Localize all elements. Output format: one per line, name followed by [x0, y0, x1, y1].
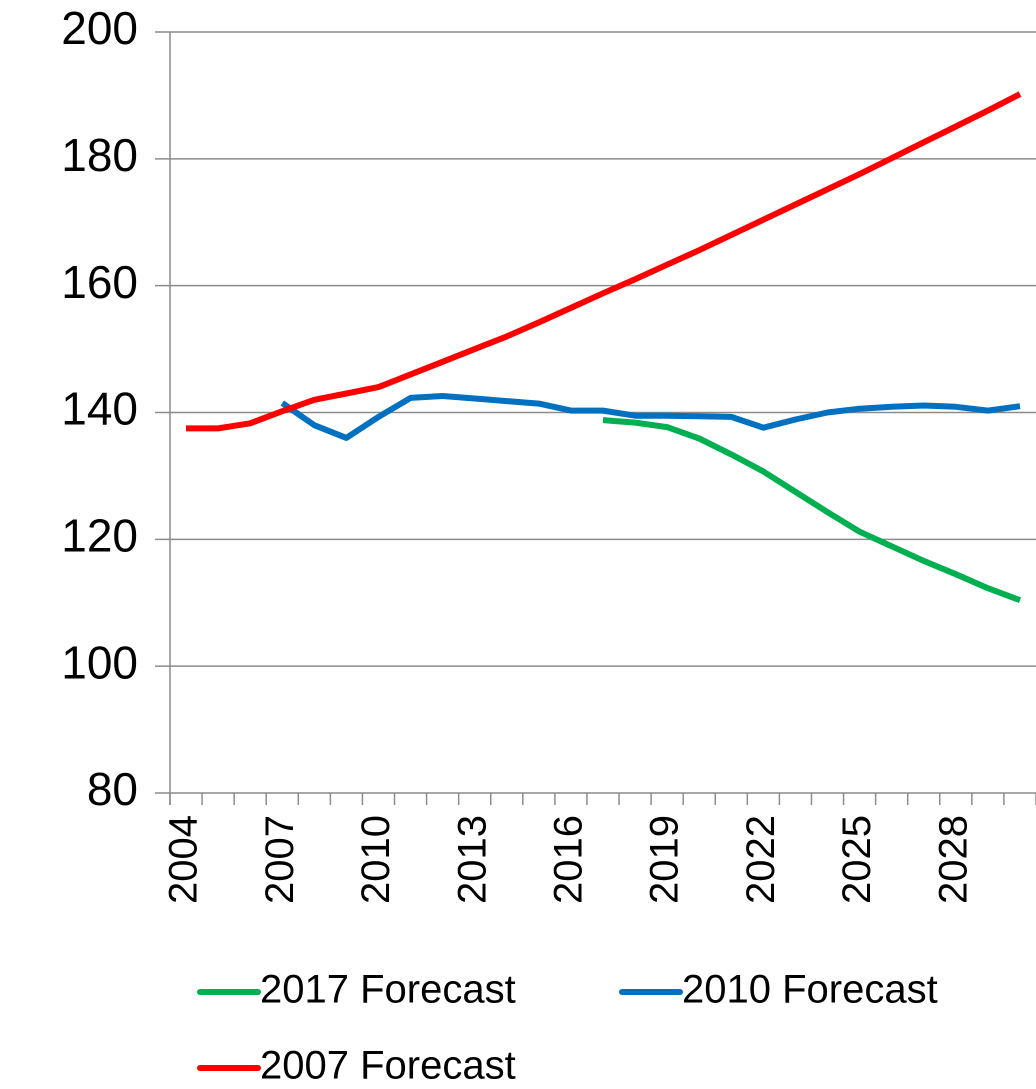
- series-line: [602, 417, 1022, 604]
- y-tick-label: 200: [61, 2, 138, 54]
- x-tick-label: 2010: [354, 815, 398, 904]
- x-tick-label: 2013: [450, 815, 494, 904]
- series-line: [280, 393, 1021, 441]
- y-tick-label: 160: [61, 256, 138, 308]
- x-tick-label: 2022: [739, 815, 783, 904]
- legend-label: 2017 Forecast: [260, 968, 516, 1012]
- x-tick-label: 2007: [258, 815, 302, 904]
- y-tick-label: 100: [61, 636, 138, 688]
- x-tick-label: 2016: [546, 815, 590, 904]
- y-tick-label: 80: [87, 763, 138, 815]
- legend-item: 2010 Forecast: [619, 968, 938, 1012]
- x-tick-label: 2019: [643, 815, 687, 904]
- y-tick-label: 120: [61, 509, 138, 561]
- legend-label: 2007 Forecast: [260, 1044, 516, 1088]
- series-line: [186, 91, 1022, 432]
- legend-label: 2010 Forecast: [682, 968, 938, 1012]
- x-tick-label: 2025: [835, 815, 879, 904]
- legend-item: 2007 Forecast: [197, 1044, 516, 1088]
- x-tick-label: 2028: [931, 815, 975, 904]
- x-tick-label: 2004: [162, 815, 206, 904]
- y-tick-label: 140: [61, 383, 138, 435]
- y-tick-label: 180: [61, 129, 138, 181]
- legend-item: 2017 Forecast: [197, 968, 516, 1012]
